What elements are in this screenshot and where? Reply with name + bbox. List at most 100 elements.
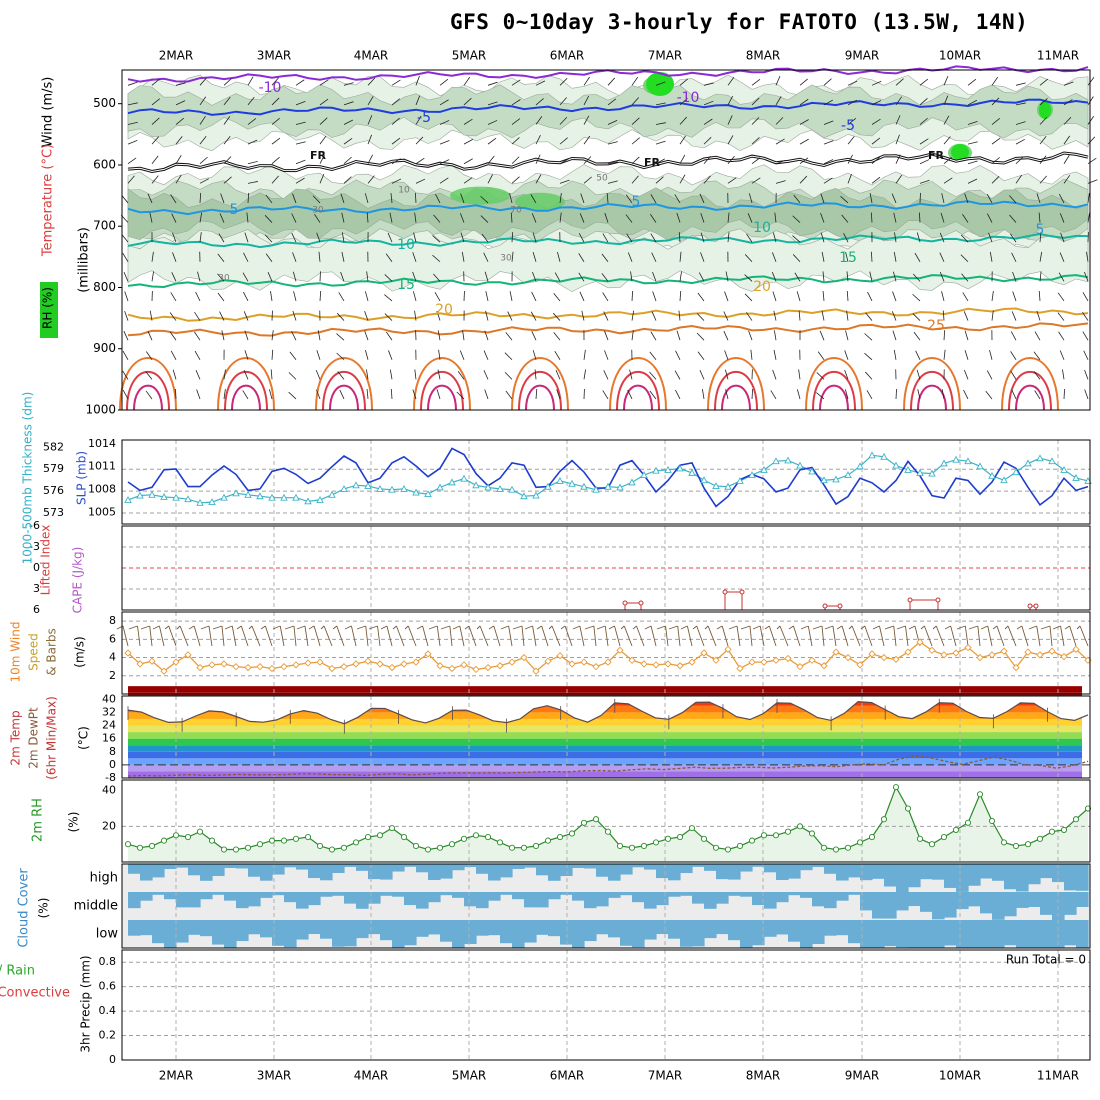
- wind-barb: [219, 311, 225, 321]
- wind-barb: [846, 310, 849, 321]
- wind-barb: [500, 625, 509, 630]
- cloud-cover-bar: [272, 864, 285, 875]
- wind-barb: [336, 352, 345, 361]
- lifted-index-line: [724, 591, 743, 610]
- wind-barb: [870, 212, 873, 223]
- wind-barb: [1087, 212, 1091, 223]
- wind-barb: [919, 138, 929, 145]
- wind-barb: [840, 195, 849, 204]
- wind-barb: [271, 117, 280, 125]
- wind-barb: [341, 232, 345, 243]
- wind-barb: [751, 97, 760, 106]
- cloud-cover-bar: [608, 920, 621, 938]
- cloud-cover-bar: [476, 864, 489, 874]
- cloud-cover-bar: [428, 920, 441, 935]
- thickness-marker: [376, 484, 384, 492]
- wind-barb: [819, 330, 825, 341]
- cloud-cover-bar: [380, 892, 393, 896]
- wind-barb: [1063, 117, 1072, 125]
- rh-marker: [124, 841, 132, 848]
- thickness-marker: [304, 497, 312, 505]
- pressure-tick-label: 700: [93, 219, 116, 233]
- wind-barb: [625, 194, 633, 204]
- temperature-tick-label: -8: [105, 771, 116, 784]
- wind-barb: [740, 625, 751, 630]
- wind-speed-marker: [856, 661, 864, 669]
- wind-barb: [391, 117, 400, 125]
- wind-tick-label: 8: [109, 614, 116, 627]
- cloud-cover-bar: [236, 864, 249, 869]
- wind-barb: [596, 625, 606, 630]
- wind-barb: [123, 272, 129, 282]
- wind-barb: [847, 99, 857, 106]
- wind-barb: [223, 96, 231, 106]
- cloud-cover-bar: [584, 920, 597, 942]
- wind-barb: [279, 625, 285, 647]
- cloud-cover-bar: [164, 892, 177, 900]
- wind-barb: [553, 292, 561, 302]
- thickness-marker: [676, 464, 684, 472]
- wind-barb: [439, 159, 450, 165]
- wind-barb: [964, 193, 969, 204]
- cloud-cover-bar: [452, 920, 465, 948]
- wind-barb: [1083, 350, 1089, 360]
- wind-barb: [293, 625, 297, 647]
- lifted-index-marker: [638, 600, 644, 606]
- wind-barb: [650, 214, 657, 223]
- wind-barb: [699, 370, 705, 380]
- wind-barb: [651, 252, 657, 262]
- wind-barb: [912, 293, 921, 302]
- wind-barb: [775, 180, 786, 184]
- cloud-cover-bar: [932, 920, 945, 948]
- cloud-cover-bar: [212, 920, 225, 945]
- wind-barb: [243, 252, 249, 262]
- wind-barb: [247, 181, 258, 184]
- wind-barb: [487, 174, 493, 184]
- date-label-top: 7MAR: [648, 49, 683, 63]
- wind-barb: [864, 333, 873, 341]
- wind-barb: [967, 99, 978, 106]
- wind-ylabel: 10m Wind: [9, 622, 23, 683]
- wind-barb: [686, 625, 693, 647]
- wind-barb: [702, 389, 705, 400]
- wind-speed-marker: [340, 663, 348, 671]
- wind-barb: [625, 214, 633, 223]
- wind-barb: [535, 154, 541, 164]
- wind-barb: [821, 310, 825, 321]
- wind-barb: [920, 625, 925, 630]
- rh-marker: [976, 791, 984, 798]
- wind-barb: [511, 176, 520, 184]
- cloud-cover-bar: [248, 892, 261, 907]
- wind-speed-marker: [976, 653, 984, 662]
- rh-marker: [1000, 839, 1008, 846]
- wind-barb: [341, 251, 345, 262]
- temperature-ylabel: 2m DewPt: [27, 707, 41, 769]
- wind-barb: [631, 97, 639, 106]
- wind-barb: [223, 156, 232, 165]
- wind-barb: [247, 139, 258, 145]
- cloud-cover-bar: [932, 892, 945, 920]
- wind-barb: [603, 370, 609, 380]
- lifted-index-marker: [1033, 603, 1039, 609]
- wind-barb: [751, 117, 760, 125]
- wind-barb: [774, 212, 777, 223]
- rh-marker: [364, 833, 372, 841]
- rh-marker: [1060, 826, 1068, 833]
- wind-barb: [716, 625, 723, 630]
- wind-barb: [798, 369, 801, 380]
- cloud-cover-bar: [860, 892, 873, 911]
- wind-barb: [364, 330, 369, 341]
- cloud-cover-bar: [956, 892, 969, 910]
- wind-barb: [199, 77, 207, 86]
- wind-barb: [607, 180, 618, 184]
- wind-barb: [368, 625, 378, 630]
- cloud-cover-bar: [908, 892, 921, 907]
- wind-barb: [727, 177, 737, 184]
- thickness-marker: [124, 495, 132, 503]
- wind-barb: [196, 389, 201, 400]
- wind-barb: [288, 391, 297, 400]
- wind-barb: [151, 117, 160, 125]
- wind-barb: [380, 625, 388, 630]
- wind-barb: [127, 102, 138, 106]
- wind-speed-marker: [184, 651, 192, 659]
